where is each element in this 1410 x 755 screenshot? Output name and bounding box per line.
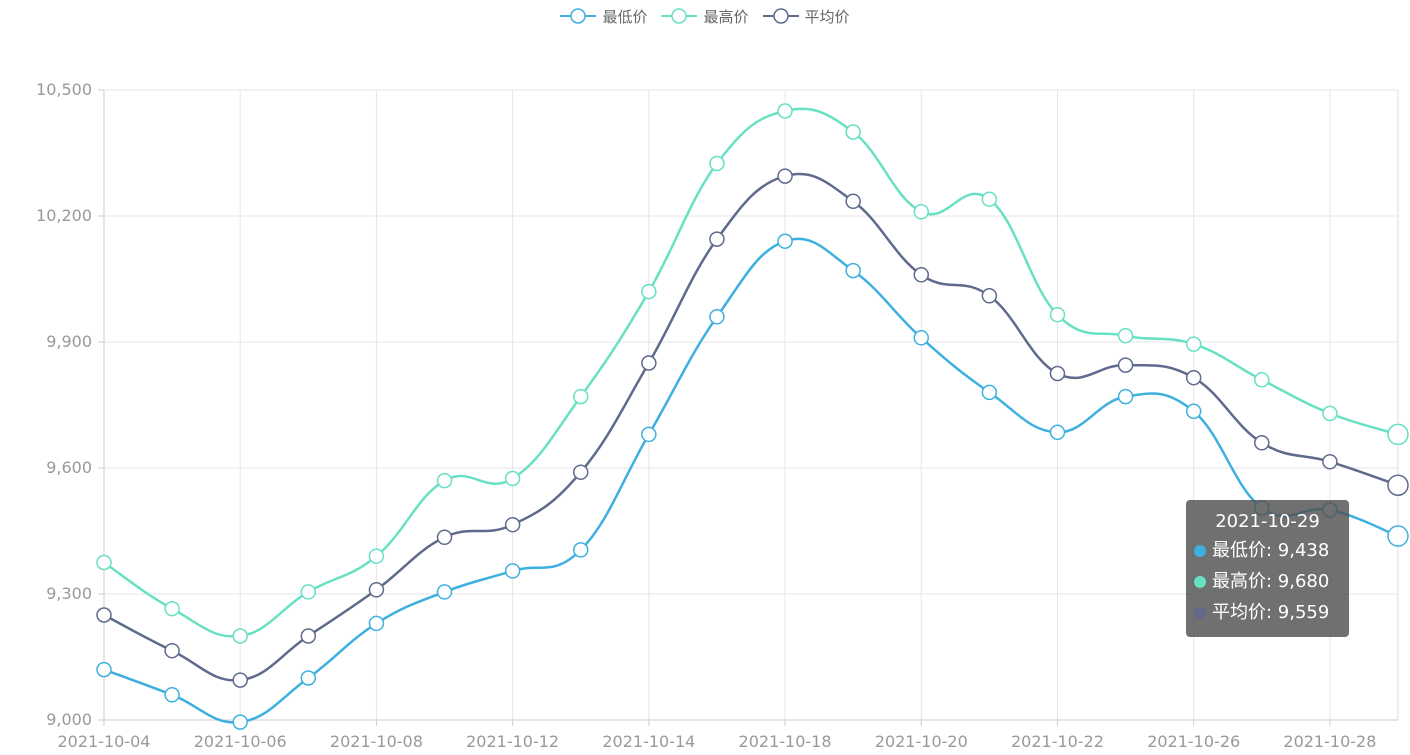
data-point-low xyxy=(164,687,180,703)
data-point-low xyxy=(641,426,657,443)
data-point-low xyxy=(232,714,248,730)
data-point-high xyxy=(1254,372,1270,388)
data-point-low xyxy=(709,309,725,325)
data-point-low xyxy=(1387,525,1409,547)
data-point-avg xyxy=(709,231,725,247)
y-tick-label: 9,900 xyxy=(46,332,92,351)
data-point-high xyxy=(845,124,861,140)
x-tick-label: 2021-10-20 xyxy=(875,732,968,751)
data-point-avg xyxy=(1049,365,1066,382)
data-point-high xyxy=(300,584,317,600)
y-tick-label: 9,600 xyxy=(46,458,92,477)
data-point-low xyxy=(845,262,861,279)
legend-item-avg[interactable]: 平均价 xyxy=(762,6,850,27)
data-point-avg xyxy=(572,464,589,480)
data-point-avg xyxy=(1387,474,1409,496)
data-point-high xyxy=(504,470,521,487)
series-line-low xyxy=(103,237,1399,724)
x-tick-label: 2021-10-28 xyxy=(1283,732,1376,751)
tooltip-row-avg: 平均价: 9,559 xyxy=(1194,597,1341,628)
data-point-high xyxy=(232,628,248,644)
chart-legend: 最低价 最高价 平均价 xyxy=(0,0,1410,32)
data-point-high xyxy=(1387,423,1409,446)
legend-label-high: 最高价 xyxy=(703,7,749,26)
legend-marker-avg-icon xyxy=(762,8,799,24)
y-tick-label: 10,500 xyxy=(36,80,92,99)
series-line-avg xyxy=(103,172,1399,682)
series-line-high xyxy=(103,107,1399,638)
tooltip-value-high: 最高价: 9,680 xyxy=(1212,571,1330,592)
data-point-low xyxy=(913,330,930,346)
data-point-low xyxy=(981,384,998,401)
data-point-high xyxy=(777,103,793,119)
data-point-avg xyxy=(641,355,657,371)
x-tick-label: 2021-10-06 xyxy=(194,732,287,751)
tooltip-value-low: 最低价: 9,438 xyxy=(1212,540,1330,561)
data-point-high xyxy=(641,283,657,300)
x-tick-label: 2021-10-12 xyxy=(466,732,559,751)
data-point-avg xyxy=(777,168,793,184)
legend-label-avg: 平均价 xyxy=(804,7,850,26)
chart-tooltip: 2021-10-29 最低价: 9,438 最高价: 9,680 平均价: 9,… xyxy=(1186,500,1349,637)
data-point-avg xyxy=(913,267,930,283)
data-point-high xyxy=(1117,327,1134,344)
data-point-avg xyxy=(504,516,521,533)
data-point-avg xyxy=(164,642,180,659)
data-point-avg xyxy=(845,193,861,210)
data-point-low xyxy=(572,542,589,558)
x-tick-label: 2021-10-26 xyxy=(1147,732,1240,751)
tooltip-dot-avg-icon xyxy=(1194,606,1206,619)
data-point-low xyxy=(1117,388,1134,405)
data-point-low xyxy=(368,615,385,632)
data-point-high xyxy=(913,204,930,220)
y-tick-label: 9,300 xyxy=(46,584,92,603)
data-point-high xyxy=(709,155,725,172)
data-point-avg xyxy=(1254,435,1270,451)
legend-marker-high-icon xyxy=(661,8,698,24)
tooltip-title: 2021-10-29 xyxy=(1215,511,1320,532)
data-point-avg xyxy=(1117,357,1134,373)
x-tick-label: 2021-10-14 xyxy=(602,732,695,751)
x-tick-label: 2021-10-04 xyxy=(58,732,151,751)
data-point-high xyxy=(1322,405,1338,422)
data-point-low xyxy=(1185,403,1202,420)
tooltip-value-avg: 平均价: 9,559 xyxy=(1212,602,1330,623)
data-point-high xyxy=(436,472,453,489)
data-point-avg xyxy=(1322,453,1338,470)
data-point-low xyxy=(300,670,317,686)
data-point-high xyxy=(981,191,998,207)
tooltip-row-low: 最低价: 9,438 xyxy=(1194,535,1341,566)
data-point-avg xyxy=(1185,369,1202,386)
data-point-avg xyxy=(300,628,317,644)
data-point-low xyxy=(1049,424,1066,441)
data-point-high xyxy=(164,600,180,617)
data-point-low xyxy=(777,233,793,249)
data-point-low xyxy=(96,661,112,678)
tooltip-row-high: 最高价: 9,680 xyxy=(1194,566,1341,597)
data-point-high xyxy=(96,554,112,571)
data-point-high xyxy=(368,548,385,564)
data-point-avg xyxy=(368,582,385,598)
tooltip-dot-high-icon xyxy=(1194,575,1206,588)
legend-label-low: 最低价 xyxy=(602,7,648,26)
y-tick-label: 10,200 xyxy=(36,206,92,225)
x-tick-label: 2021-10-18 xyxy=(739,732,832,751)
data-point-high xyxy=(1185,336,1202,352)
data-point-high xyxy=(1049,306,1066,323)
data-point-low xyxy=(436,584,453,600)
data-point-low xyxy=(504,563,521,579)
x-tick-label: 2021-10-08 xyxy=(330,732,423,751)
x-tick-label: 2021-10-22 xyxy=(1011,732,1104,751)
data-point-avg xyxy=(96,607,112,623)
data-point-high xyxy=(572,388,589,405)
data-point-avg xyxy=(981,288,998,304)
data-point-avg xyxy=(436,529,453,546)
y-tick-label: 9,000 xyxy=(46,710,92,729)
legend-marker-low-icon xyxy=(560,8,597,24)
tooltip-dot-low-icon xyxy=(1194,544,1206,557)
legend-item-low[interactable]: 最低价 xyxy=(560,6,647,27)
data-point-avg xyxy=(232,672,248,688)
legend-item-high[interactable]: 最高价 xyxy=(661,6,749,27)
